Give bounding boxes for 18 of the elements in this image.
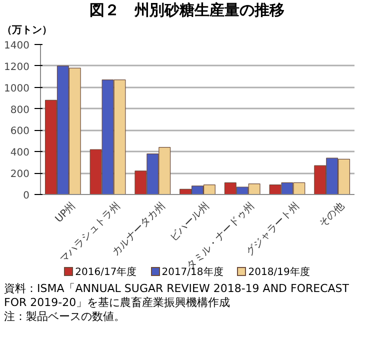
y-tick-label: 400 — [10, 148, 30, 159]
x-tick-label: その他 — [316, 200, 348, 232]
y-tick-label: 1200 — [4, 62, 30, 73]
y-tick-label: 1400 — [4, 40, 30, 52]
text: 注：製品ベースの数値。 — [4, 310, 125, 323]
chart-title: 図２ 州別砂糖生産量の推移 — [90, 0, 284, 21]
legend-label: 2016/17年度 — [74, 266, 137, 280]
y-tick-label: 0 — [23, 190, 30, 202]
y-tick-label: 1000 — [4, 83, 30, 94]
text: 資料：ISMA「ANNUAL SUGAR REVIEW 2018-19 AND FORECAST FOR 2019-20」を基に農畜産業振興機構作成 — [4, 282, 349, 309]
legend-label: 2018/19年度 — [247, 266, 310, 280]
legend-label: 2017/18年度 — [160, 266, 224, 280]
x-tick-label: UP州 — [52, 200, 78, 227]
x-tick-label: ビハール州 — [168, 200, 212, 244]
y-tick-label: 200 — [10, 169, 30, 180]
y-tick-label: 800 — [10, 104, 30, 116]
y-axis-title: （万トン） — [2, 24, 52, 38]
y-tick-label: 600 — [10, 126, 30, 138]
